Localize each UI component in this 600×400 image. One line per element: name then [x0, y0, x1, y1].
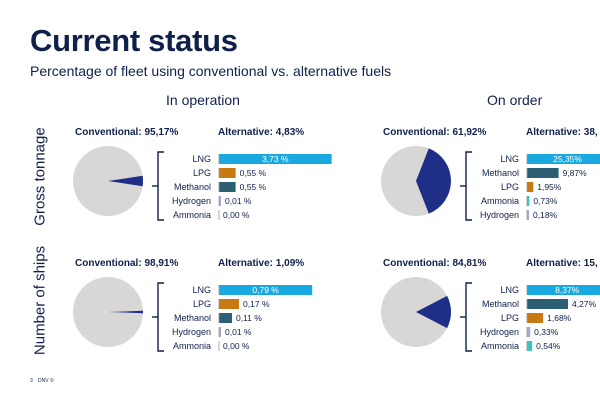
category-label-lng: LNG — [500, 285, 519, 295]
bar-lng — [219, 154, 332, 164]
bar-hydrogen — [219, 196, 221, 206]
value-label-lpg: 1,95% — [537, 182, 562, 192]
category-label-lng: LNG — [192, 285, 211, 295]
value-label-lpg: 0,17 % — [243, 299, 270, 309]
category-label-lng: LNG — [500, 154, 519, 164]
alternative-label-number-of-ships-on-order: Alternative: 15, — [526, 258, 598, 269]
value-label-ammonia: 0,00 % — [223, 210, 250, 220]
page-title: Current status — [30, 23, 238, 58]
category-label-methanol: Methanol — [482, 299, 519, 309]
category-label-ammonia: Ammonia — [481, 341, 519, 351]
conventional-label-gross-tonnage-on-order: Conventional: 61,92% — [383, 127, 486, 138]
footer-page-number: 3 — [30, 378, 33, 384]
bar-hydrogen — [527, 210, 529, 220]
category-label-hydrogen: Hydrogen — [480, 210, 519, 220]
bracket — [157, 151, 164, 221]
bracket — [465, 151, 472, 221]
value-label-methanol: 4,27% — [572, 299, 597, 309]
value-label-methanol: 0,55 % — [240, 182, 267, 192]
category-label-lng: LNG — [192, 154, 211, 164]
bar-lng — [527, 285, 600, 295]
category-label-ammonia: Ammonia — [173, 341, 211, 351]
value-label-ammonia: 0,54% — [536, 341, 561, 351]
value-label-methanol: 9,87% — [563, 168, 588, 178]
footer-brand: DNV © — [38, 378, 54, 384]
category-label-hydrogen: Hydrogen — [172, 196, 211, 206]
category-label-methanol: Methanol — [174, 182, 211, 192]
category-label-hydrogen: Hydrogen — [172, 327, 211, 337]
value-label-lng: 8,37% — [555, 285, 580, 295]
alternative-label-gross-tonnage-on-order: Alternative: 38, — [526, 127, 598, 138]
value-label-hydrogen: 0,18% — [533, 210, 558, 220]
value-label-lng: 25,35% — [553, 154, 582, 164]
category-label-lpg: LPG — [193, 168, 211, 178]
bracket — [157, 282, 164, 352]
value-label-lng: 0,79 % — [252, 285, 279, 295]
bar-hydrogen — [527, 327, 531, 337]
bar-methanol — [219, 182, 236, 192]
bar-methanol — [527, 299, 568, 309]
bar-lpg — [219, 299, 240, 309]
category-label-hydrogen: Hydrogen — [480, 327, 519, 337]
category-label-lpg: LPG — [193, 299, 211, 309]
bar-lng — [219, 285, 313, 295]
pie-slice-alternative — [108, 175, 144, 187]
bar-ammonia — [527, 341, 533, 351]
category-label-ammonia: Ammonia — [173, 210, 211, 220]
value-label-hydrogen: 0,33% — [534, 327, 559, 337]
bar-methanol — [219, 313, 232, 323]
pie-slice-alternative — [108, 310, 144, 314]
pie-slice-alternative — [416, 295, 452, 329]
value-label-ammonia: 0,00 % — [223, 341, 250, 351]
bar-lpg — [527, 313, 544, 323]
bar-lpg — [527, 182, 534, 192]
bar-lpg — [219, 168, 236, 178]
value-label-lpg: 1,68% — [547, 313, 572, 323]
conventional-label-number-of-ships-in-operation: Conventional: 98,91% — [75, 258, 178, 269]
category-label-methanol: Methanol — [174, 313, 211, 323]
category-label-ammonia: Ammonia — [481, 196, 519, 206]
value-label-hydrogen: 0,01 % — [225, 327, 252, 337]
pie-slice-alternative — [416, 148, 451, 214]
bracket — [465, 282, 472, 352]
bar-hydrogen — [219, 327, 221, 337]
value-label-lng: 3,73 % — [262, 154, 289, 164]
bar-ammonia — [527, 196, 530, 206]
alternative-label-number-of-ships-in-operation: Alternative: 1,09% — [218, 258, 304, 269]
category-label-lpg: LPG — [501, 182, 519, 192]
category-label-lpg: LPG — [501, 313, 519, 323]
value-label-methanol: 0,11 % — [236, 313, 262, 323]
alternative-label-gross-tonnage-in-operation: Alternative: 4,83% — [218, 127, 304, 138]
column-title-on-order: On order — [487, 92, 543, 108]
page-subtitle: Percentage of fleet using conventional v… — [30, 63, 392, 79]
conventional-label-gross-tonnage-in-operation: Conventional: 95,17% — [75, 127, 178, 138]
column-title-in-operation: In operation — [166, 92, 240, 108]
value-label-ammonia: 0,73% — [533, 196, 558, 206]
value-label-hydrogen: 0,01 % — [225, 196, 252, 206]
bar-methanol — [527, 168, 559, 178]
value-label-lpg: 0,55 % — [240, 168, 267, 178]
conventional-label-number-of-ships-on-order: Conventional: 84,81% — [383, 258, 486, 269]
bar-lng — [527, 154, 600, 164]
category-label-methanol: Methanol — [482, 168, 519, 178]
